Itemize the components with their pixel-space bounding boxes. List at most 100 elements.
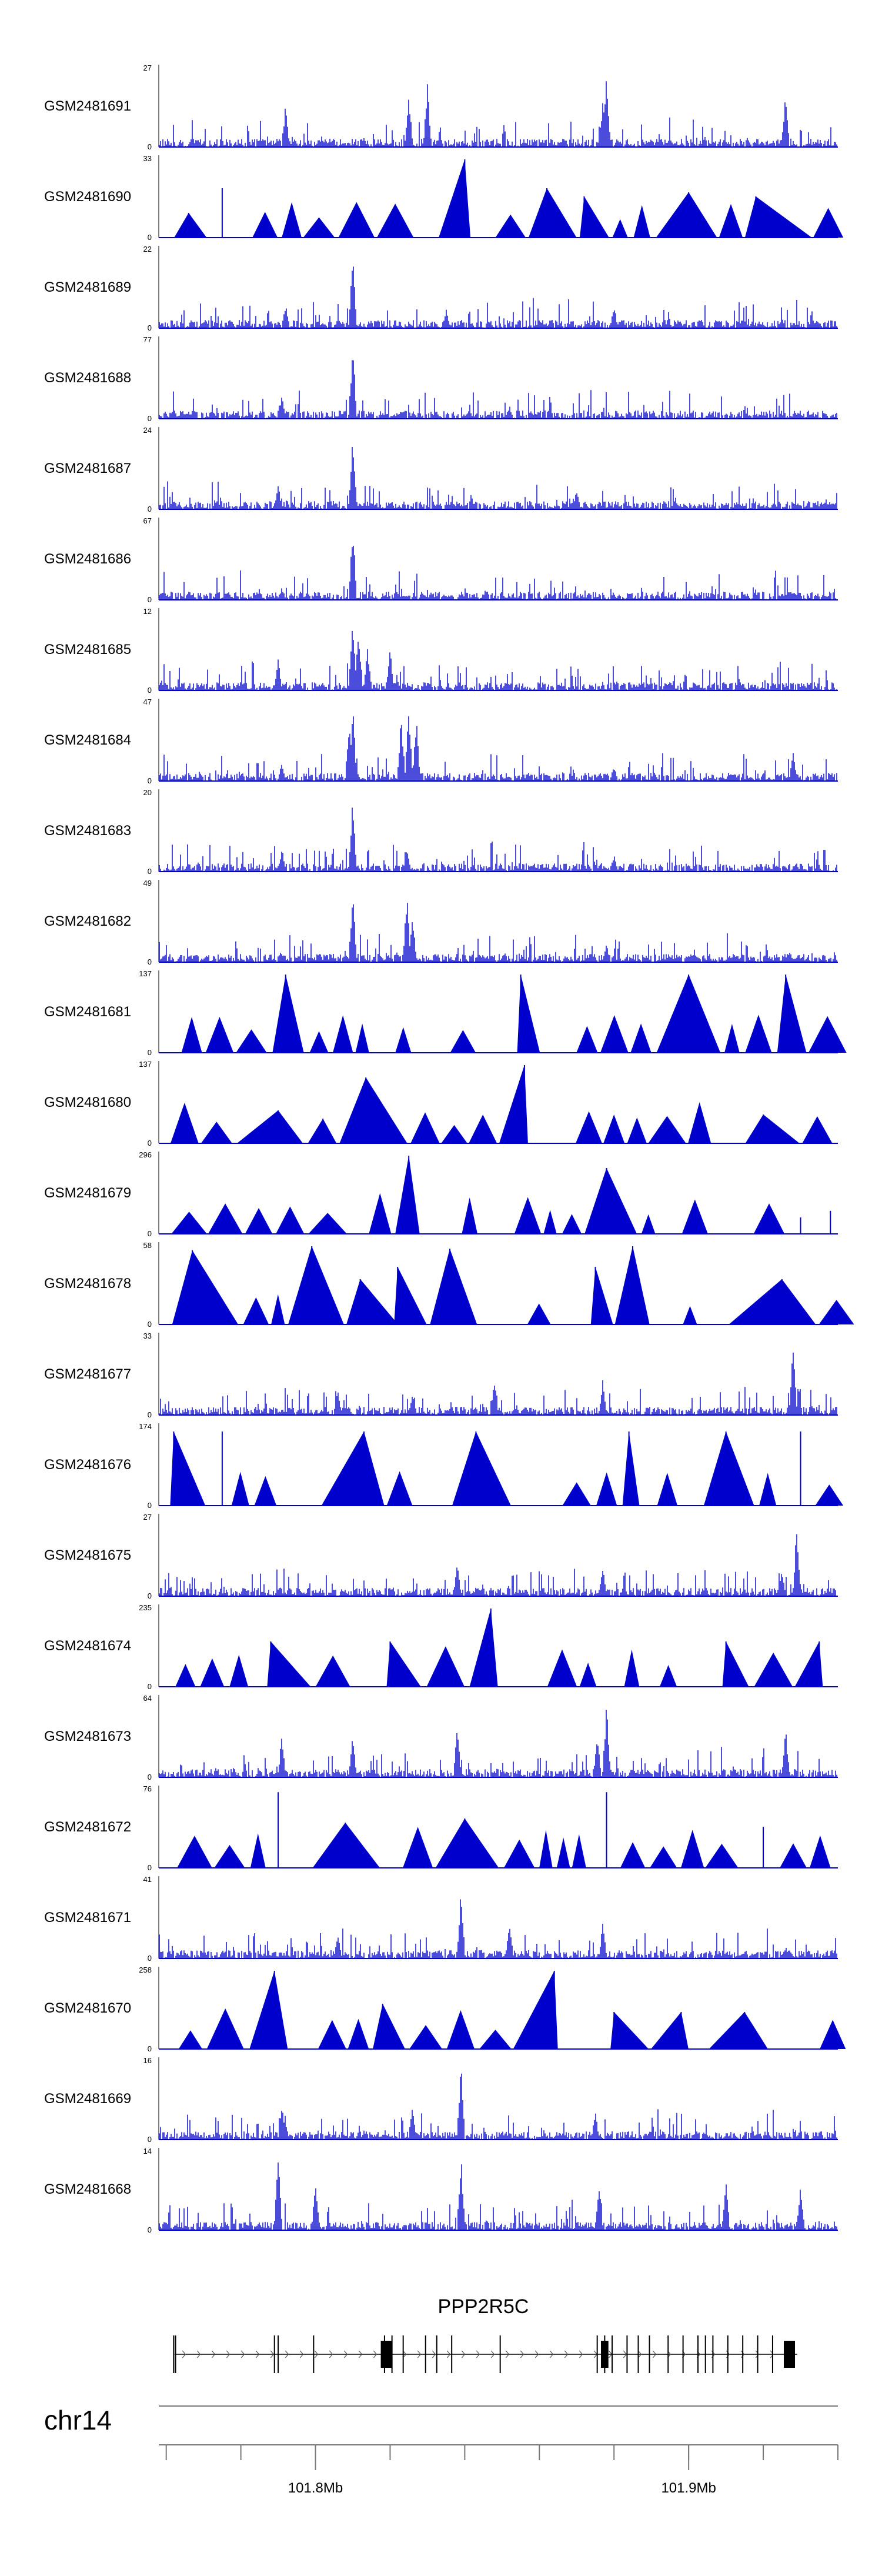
track-ymin-label: 0 (148, 1591, 152, 1600)
gene-exon-block (380, 2341, 392, 2368)
coverage-block (462, 1197, 477, 1234)
coverage-block (499, 1065, 528, 1143)
strand-chevron (211, 2350, 216, 2358)
track-ymax-label: 64 (143, 1694, 152, 1703)
coverage-block (469, 1609, 498, 1687)
strand-chevron (343, 2350, 348, 2358)
coverage-block (741, 2012, 768, 2049)
coverage-block (624, 1649, 640, 1687)
track-label: GSM2481680 (44, 1095, 131, 1110)
coverage-tracks: GSM2481691270GSM2481690330GSM2481689220G… (44, 64, 854, 2234)
coverage-block (705, 1844, 739, 1868)
strand-chevron (417, 2350, 422, 2358)
axis-ticks: 101.8Mb 101.9Mb (165, 2445, 838, 2496)
coverage-block (469, 1115, 497, 1143)
coverage-block (818, 1300, 854, 1324)
track-ymin-label: 0 (148, 1863, 152, 1872)
gene-exon (313, 2335, 315, 2373)
coverage-block (249, 1971, 288, 2049)
track-label: GSM2481684 (44, 732, 131, 748)
coverage-block (562, 1214, 582, 1234)
coverage-block (369, 1193, 392, 1234)
track-ymax-label: 137 (139, 969, 152, 978)
coverage-block (333, 1015, 353, 1053)
track-ymin-label: 0 (148, 2044, 152, 2053)
track-GSM2481684: GSM2481684 47 0 (44, 698, 838, 785)
strand-chevron (446, 2350, 451, 2358)
coverage-block (250, 1833, 266, 1868)
track-ymax-label: 47 (143, 698, 152, 706)
track-ymin-label: 0 (148, 233, 152, 242)
track-GSM2481689: GSM2481689 22 0 (44, 245, 838, 332)
coverage-block (657, 1473, 678, 1506)
coverage-block (308, 1213, 347, 1234)
gene-exon (451, 2335, 453, 2373)
coverage-block (633, 205, 650, 238)
track-ymax-label: 33 (143, 1332, 152, 1340)
coverage-block (683, 1306, 697, 1324)
track-ymin-label: 0 (148, 1773, 152, 1781)
track-ymax-label: 41 (143, 1875, 152, 1884)
track-GSM2481679: GSM2481679 296 0 (44, 1150, 838, 1238)
strand-chevron (755, 2350, 760, 2358)
strand-chevron (740, 2350, 745, 2358)
coverage-block (308, 1119, 337, 1143)
track-ymax-label: 67 (143, 516, 152, 525)
gene-exon-block (783, 2341, 796, 2368)
chromosome-label: chr14 (44, 2405, 112, 2435)
coverage-signal (159, 360, 837, 419)
coverage-block (446, 1249, 477, 1324)
track-ymax-label: 49 (143, 879, 152, 887)
coverage-block (403, 1827, 433, 1868)
strand-chevron (490, 2350, 495, 2358)
coverage-block (174, 213, 207, 238)
gene-exon (175, 2335, 176, 2373)
track-label: GSM2481681 (44, 1004, 131, 1020)
coverage-signal (159, 716, 837, 781)
coverage-block (356, 1279, 398, 1324)
gene-exon (391, 2335, 393, 2373)
gene-exon (278, 2335, 279, 2373)
coverage-block (547, 1649, 577, 1687)
strand-chevron (314, 2350, 319, 2358)
coverage-block (656, 192, 693, 238)
gene-exon (649, 2335, 650, 2373)
coverage-signal (159, 1534, 836, 1596)
coverage-block (229, 1654, 249, 1687)
track-ymin-label: 0 (148, 323, 152, 332)
coverage-block (386, 1471, 413, 1506)
coverage-signal (159, 266, 837, 328)
genome-axis: chr14 101.8Mb 101.9Mb (44, 2405, 838, 2496)
track-GSM2481691: GSM2481691 27 0 (44, 64, 838, 151)
track-ymin-label: 0 (148, 142, 152, 151)
coverage-block (355, 1023, 369, 1053)
coverage-block (813, 208, 844, 238)
gene-exon (727, 2335, 729, 2373)
coverage-signal (159, 630, 837, 690)
track-GSM2481675: GSM2481675 27 0 (44, 1513, 838, 1600)
coverage-signal (159, 903, 837, 962)
strand-chevron (432, 2350, 436, 2358)
track-ymax-label: 16 (143, 2056, 152, 2065)
strand-chevron (285, 2350, 289, 2358)
coverage-block (409, 2025, 442, 2049)
track-label: GSM2481675 (44, 1547, 131, 1563)
coverage-block (596, 1472, 617, 1506)
coverage-block (395, 1027, 412, 1053)
coverage-block (231, 1471, 249, 1506)
track-ymax-label: 27 (143, 1513, 152, 1521)
coverage-block (622, 1432, 640, 1506)
track-label: GSM2481670 (44, 2000, 131, 2016)
coverage-block (452, 1432, 480, 1506)
coverage-block (178, 2030, 202, 2049)
coverage-block (276, 1206, 305, 1234)
coverage-block (267, 1641, 311, 1687)
coverage-block (722, 1432, 754, 1506)
coverage-block (778, 1279, 816, 1324)
coverage-block (272, 975, 304, 1053)
track-GSM2481671: GSM2481671 41 0 (44, 1875, 838, 1963)
track-label: GSM2481691 (44, 98, 131, 114)
track-GSM2481676: GSM2481676 174 0 (44, 1422, 844, 1510)
coverage-block (719, 203, 743, 238)
axis-tick-label: 101.9Mb (661, 2480, 716, 2496)
